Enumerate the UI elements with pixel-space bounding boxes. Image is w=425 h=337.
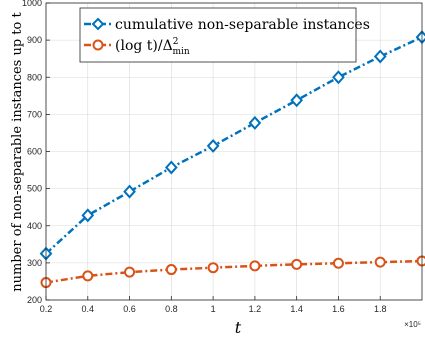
- y-axis-label-text: number of non-separable instances up to …: [10, 12, 25, 292]
- legend-label-1: cumulative non-separable instances: [115, 17, 370, 33]
- series-2-point: [165, 264, 177, 276]
- x-tick-label: 1: [211, 304, 216, 314]
- y-tick-label: 900: [27, 35, 42, 45]
- series-2-line: [45, 259, 423, 284]
- ticks: [45, 2, 381, 301]
- x-tick-label: 1.8: [374, 304, 387, 314]
- series-2-point: [207, 262, 219, 274]
- series-2-point: [332, 257, 344, 269]
- legend-label-2-main: (log t)/Δ: [115, 38, 173, 54]
- x-tick-label: 0.2: [40, 304, 53, 314]
- legend-box: [79, 7, 357, 63]
- series-1-point: [164, 160, 178, 175]
- series-2-point: [416, 255, 425, 267]
- series-1-point: [206, 138, 220, 153]
- x-tick-label: 0.6: [123, 304, 136, 314]
- y-tick-label: 400: [27, 221, 42, 231]
- series-2-point: [249, 260, 261, 272]
- tick-labels: 0.2 0.4 0.6 0.8 1 1.2 1.4 1.6 1.8 200 300 400 500 600…: [22, 0, 387, 314]
- x-tick-label: 0.8: [165, 304, 178, 314]
- series-1-point: [332, 70, 345, 85]
- y-tick-label: 300: [27, 258, 42, 268]
- y-tick-label: 800: [27, 72, 42, 82]
- legend-entry-1: cumulative non-separable instances: [84, 17, 370, 33]
- legend-marker-2: [92, 39, 104, 51]
- y-axis-label: number of non-separable instances up to …: [10, 12, 25, 292]
- x-multiplier: ×10⁵: [404, 320, 421, 329]
- legend-label-2-sup: 2: [173, 37, 179, 47]
- x-axis-label: t: [235, 318, 242, 337]
- series-layer: [39, 30, 425, 289]
- series-1-point: [248, 115, 262, 130]
- legend-label-2: (log t)/Δ2 min: [115, 37, 190, 57]
- y-tick-label: 200: [27, 295, 42, 305]
- y-tick-label: 1000: [22, 0, 42, 8]
- legend: cumulative non-separable instances (log …: [79, 7, 370, 63]
- x-tick-label: 0.4: [82, 304, 95, 314]
- series-2-point: [82, 270, 94, 282]
- series-1-line: [45, 36, 423, 255]
- series-1-point: [290, 93, 304, 108]
- series-1-point: [373, 49, 387, 64]
- x-tick-label: 1.4: [290, 304, 303, 314]
- y-tick-label: 700: [27, 109, 42, 119]
- legend-label-2-sub: min: [172, 47, 189, 57]
- series-1-point: [123, 184, 136, 199]
- y-tick-label: 600: [27, 147, 42, 157]
- y-tick-label: 500: [27, 184, 42, 194]
- series-2-point: [374, 256, 386, 268]
- series-1-point: [81, 208, 95, 223]
- series-2-point: [291, 258, 303, 270]
- x-tick-label: 1.2: [249, 304, 262, 314]
- legend-marker-1: [91, 17, 105, 31]
- series-2-point: [124, 266, 136, 278]
- x-tick-label: 1.6: [332, 304, 345, 314]
- legend-entry-2: (log t)/Δ2 min: [84, 37, 190, 57]
